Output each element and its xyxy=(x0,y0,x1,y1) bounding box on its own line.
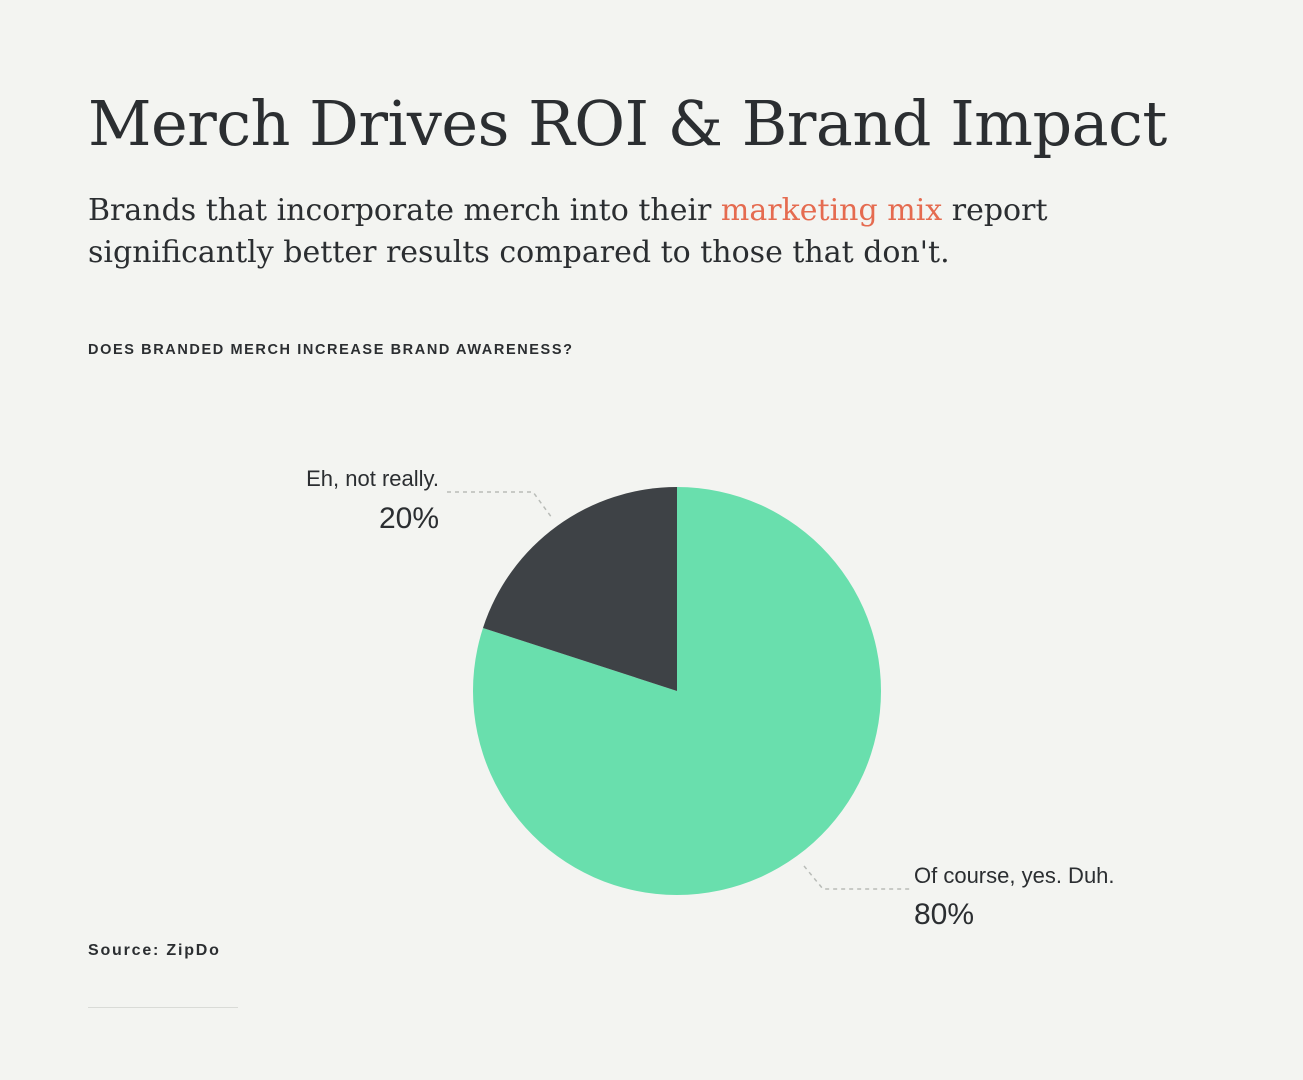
slice-label-no: Eh, not really. xyxy=(306,466,439,491)
pie-slice-yes xyxy=(472,487,881,895)
subtitle-text-end: report significantly better results comp… xyxy=(88,193,1048,270)
slice-value-yes: 80% xyxy=(914,898,974,931)
page-subtitle: Brands that incorporate merch into their… xyxy=(88,190,1208,274)
page-title: Merch Drives ROI & Brand Impact xyxy=(88,87,1167,160)
subtitle-accent: marketing mix xyxy=(720,193,943,228)
slice-label-yes: Of course, yes. Duh. xyxy=(914,863,1115,888)
slice-value-no: 20% xyxy=(379,502,439,535)
chart-title: DOES BRANDED MERCH INCREASE BRAND AWAREN… xyxy=(88,342,574,358)
footer-divider xyxy=(88,1007,238,1008)
pie-slice-no xyxy=(482,487,677,691)
leader-line-no xyxy=(447,491,553,519)
source-note: Source: ZipDo xyxy=(88,942,221,959)
subtitle-text-start: Brands that incorporate merch into their xyxy=(88,193,721,228)
leader-line-yes xyxy=(803,865,910,890)
